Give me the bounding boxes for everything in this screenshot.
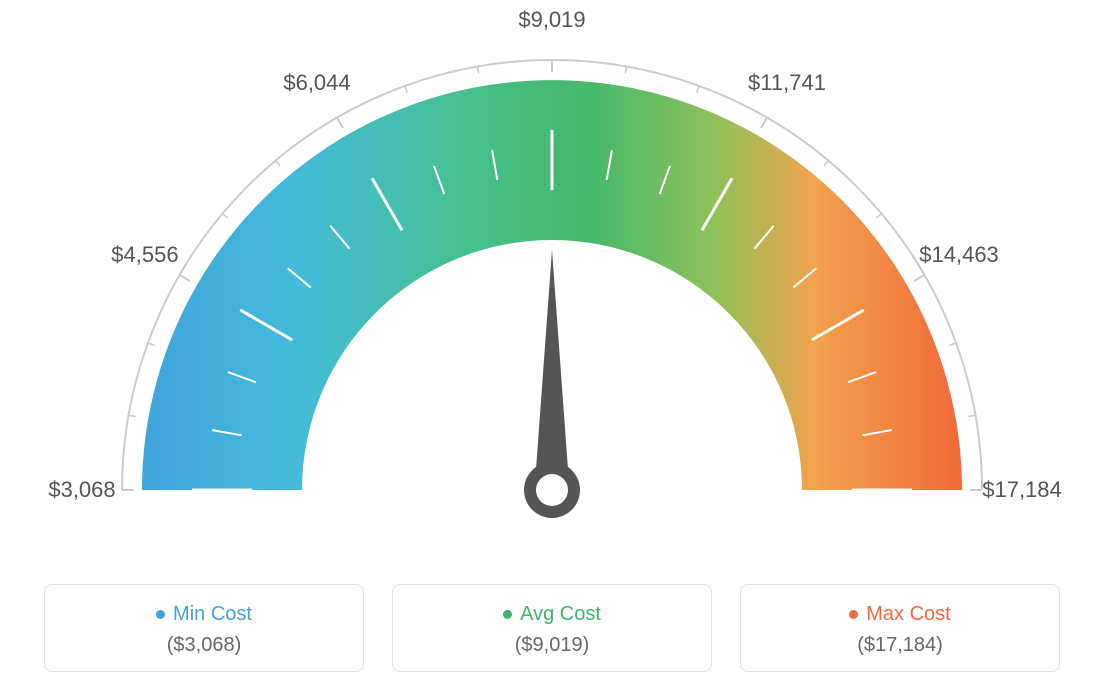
gauge-tick-label: $4,556 (111, 242, 178, 268)
gauge-tick-label: $14,463 (919, 242, 999, 268)
gauge-tick-label: $9,019 (518, 7, 585, 33)
legend-value-min: ($3,068) (55, 634, 353, 657)
gauge-tick-label: $3,068 (48, 477, 115, 503)
legend-row: Min Cost ($3,068) Avg Cost ($9,019) Max … (0, 584, 1104, 672)
legend-title-avg: Avg Cost (403, 603, 701, 626)
legend-title-max: Max Cost (751, 603, 1049, 626)
gauge-tick-label: $6,044 (283, 70, 350, 96)
legend-label-max: Max Cost (866, 603, 950, 626)
legend-label-min: Min Cost (173, 603, 252, 626)
gauge-svg (0, 0, 1104, 560)
legend-card-avg: Avg Cost ($9,019) (392, 584, 712, 672)
legend-value-max: ($17,184) (751, 634, 1049, 657)
gauge-tick-label: $11,741 (748, 70, 826, 96)
gauge-tick-label: $17,184 (982, 477, 1062, 503)
gauge-chart: $3,068 $4,556 $6,044 $9,019 $11,741 $14,463 $1… (0, 0, 1104, 560)
legend-label-avg: Avg Cost (520, 603, 601, 626)
legend-dot-max (849, 610, 858, 619)
legend-card-min: Min Cost ($3,068) (44, 584, 364, 672)
legend-title-min: Min Cost (55, 603, 353, 626)
legend-dot-avg (503, 610, 512, 619)
legend-value-avg: ($9,019) (403, 634, 701, 657)
legend-card-max: Max Cost ($17,184) (740, 584, 1060, 672)
legend-dot-min (156, 610, 165, 619)
